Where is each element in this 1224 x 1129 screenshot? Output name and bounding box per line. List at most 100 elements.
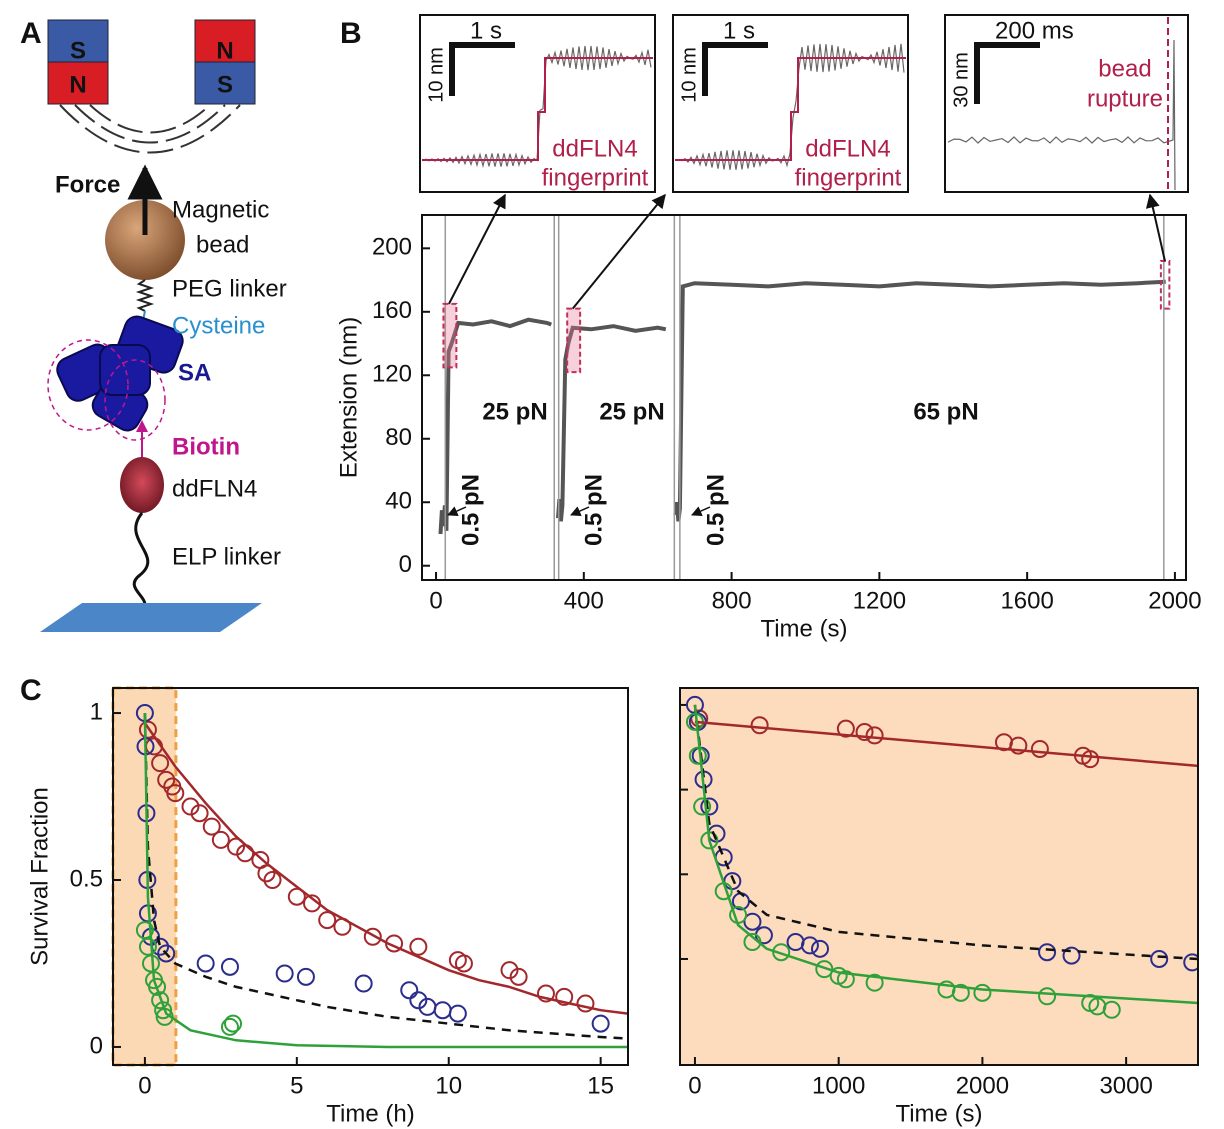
panel-label: B bbox=[340, 17, 362, 50]
highlight-box bbox=[566, 307, 582, 374]
data-point bbox=[433, 1001, 452, 1020]
pointer-arrow bbox=[447, 506, 467, 516]
data-point bbox=[151, 754, 170, 773]
data-point bbox=[211, 830, 230, 849]
data-point bbox=[196, 954, 215, 973]
x-tick-label: 1200 bbox=[853, 587, 906, 614]
data-point bbox=[138, 720, 157, 739]
plot-area bbox=[135, 704, 628, 1049]
data-point bbox=[536, 984, 555, 1003]
step-fit bbox=[422, 57, 653, 161]
elp-label: ELP linker bbox=[172, 543, 281, 570]
data-point bbox=[800, 936, 819, 955]
data-point bbox=[500, 961, 519, 980]
data-point bbox=[1081, 750, 1100, 769]
data-point bbox=[951, 983, 970, 1002]
data-point bbox=[973, 983, 992, 1002]
data-point bbox=[743, 912, 762, 931]
inset-note: ddFLN4 bbox=[805, 135, 890, 162]
y-tick-label: 0.5 bbox=[70, 865, 103, 892]
data-point bbox=[688, 746, 707, 765]
time-scale-label: 1 s bbox=[470, 17, 502, 44]
data-point bbox=[700, 797, 719, 816]
x-tick-label: 0 bbox=[429, 587, 442, 614]
data-point bbox=[135, 921, 154, 940]
force-label: 25 pN bbox=[599, 398, 664, 425]
data-point bbox=[220, 1017, 239, 1036]
data-point bbox=[354, 974, 373, 993]
data-line bbox=[694, 720, 1198, 768]
data-point bbox=[151, 991, 170, 1010]
x-tick-label: 15 bbox=[587, 1072, 614, 1099]
low-force-label: 0.5 pN bbox=[702, 474, 729, 546]
data-point bbox=[257, 864, 276, 883]
magnet-pole: N bbox=[69, 71, 86, 98]
plot-area bbox=[685, 695, 1198, 1019]
scale-bar bbox=[974, 42, 1040, 104]
data-point bbox=[363, 927, 382, 946]
time-scale-label: 200 ms bbox=[995, 17, 1074, 44]
data-point bbox=[591, 1014, 610, 1033]
data-point bbox=[190, 804, 209, 823]
data-point bbox=[1030, 739, 1049, 758]
magnet-pole: S bbox=[217, 71, 233, 98]
highlight-box bbox=[1159, 260, 1171, 310]
biotin-label: Biotin bbox=[172, 433, 240, 460]
data-line bbox=[143, 722, 628, 1015]
y-axis-title: Survival Fraction bbox=[26, 787, 53, 966]
x-tick-label: 2000 bbox=[956, 1072, 1009, 1099]
magnet-pole: S bbox=[70, 37, 86, 64]
panel-a-art bbox=[40, 19, 262, 632]
data-point bbox=[166, 784, 185, 803]
panel-label: C bbox=[20, 674, 42, 707]
data-point bbox=[202, 817, 221, 836]
data-point bbox=[296, 967, 315, 986]
time-scale-label: 1 s bbox=[723, 17, 755, 44]
length-scale-label: 10 nm bbox=[678, 47, 700, 103]
y-axis-title: Extension (nm) bbox=[335, 317, 362, 478]
data-line bbox=[693, 704, 1198, 961]
inset-note: bead bbox=[1098, 55, 1151, 82]
x-axis-title: Time (h) bbox=[326, 1100, 414, 1127]
bead-label: bead bbox=[196, 231, 249, 258]
x-tick-label: 1000 bbox=[812, 1072, 865, 1099]
x-axis-title: Time (s) bbox=[760, 615, 847, 642]
y-tick-label: 160 bbox=[372, 297, 412, 324]
zoom-arrow bbox=[571, 193, 666, 310]
data-point bbox=[836, 970, 855, 989]
x-tick-label: 800 bbox=[712, 587, 752, 614]
data-point bbox=[1183, 953, 1198, 972]
data-point bbox=[227, 837, 246, 856]
x-axis-title: Time (s) bbox=[895, 1100, 982, 1127]
plot-frame bbox=[679, 687, 1199, 1066]
inset-note: rupture bbox=[1087, 85, 1163, 112]
data-point bbox=[224, 1014, 243, 1033]
x-tick-label: 3000 bbox=[1099, 1072, 1152, 1099]
data-point bbox=[750, 716, 769, 735]
scale-bar bbox=[449, 42, 515, 96]
data-point bbox=[1102, 1000, 1121, 1019]
data-point bbox=[287, 887, 306, 906]
data-point bbox=[448, 1004, 467, 1023]
data-point bbox=[138, 937, 157, 956]
y-tick-label: 80 bbox=[385, 424, 412, 451]
plot-area bbox=[438, 279, 1166, 535]
sa-label: SA bbox=[178, 359, 211, 386]
cysteine-label: Cysteine bbox=[172, 312, 265, 339]
data-point bbox=[454, 954, 473, 973]
panel-label: A bbox=[20, 17, 42, 50]
data-point bbox=[409, 937, 428, 956]
bead-label: Magnetic bbox=[172, 196, 269, 223]
data-point bbox=[865, 726, 884, 745]
x-tick-label: 0 bbox=[688, 1072, 701, 1099]
data-point bbox=[865, 973, 884, 992]
y-tick-label: 1 bbox=[90, 698, 103, 725]
y-tick-label: 0 bbox=[90, 1032, 103, 1059]
x-tick-label: 1600 bbox=[1000, 587, 1053, 614]
x-tick-label: 2000 bbox=[1148, 587, 1201, 614]
y-tick-label: 200 bbox=[372, 234, 412, 261]
plot-frame bbox=[421, 214, 1187, 581]
data-point bbox=[1038, 987, 1057, 1006]
